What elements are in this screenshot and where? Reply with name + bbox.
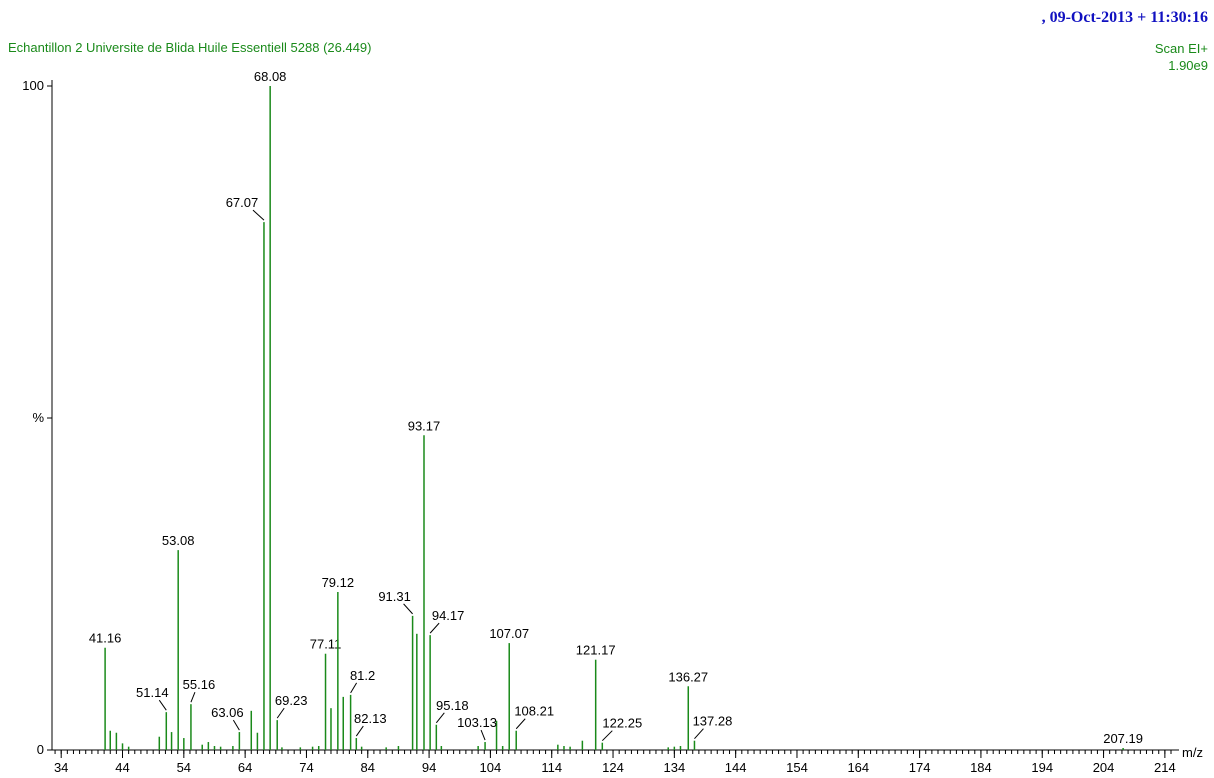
peak-label: 79.12 [322,575,355,590]
leader-line [276,707,285,719]
leader-line [355,725,364,737]
y-tick-label: 100 [22,78,44,93]
x-tick-label: 84 [361,760,375,775]
timestamp: , 09-Oct-2013 + 11:30:16 [1042,9,1208,26]
x-tick-label: 114 [541,760,562,775]
x-tick-label: 34 [54,760,68,775]
leader-line [190,691,196,703]
peak-label: 77.11 [310,637,342,652]
y-tick-label: % [32,410,44,425]
peak-label: 69.23 [275,693,308,708]
peak-label: 55.16 [183,677,216,692]
x-tick-label: 44 [115,760,129,775]
x-tick-label: 174 [909,760,931,775]
y-tick-label: 0 [37,742,44,757]
peak-label: 107.07 [489,626,529,641]
peak-label: 68.08 [254,69,287,84]
x-tick-label: 54 [177,760,191,775]
peak-label: 67.07 [226,195,259,210]
x-tick-label: 154 [786,760,808,775]
leader-line [158,699,167,711]
leader-line [252,209,265,221]
leader-line [601,730,613,742]
peak-label: 81.2 [350,668,375,683]
leader-line [435,712,445,724]
leader-line [403,603,413,615]
peak-label: 93.17 [408,418,441,433]
leader-line [350,682,358,694]
x-axis-label: m/z [1182,745,1203,760]
peak-label: 108.21 [514,704,554,719]
x-tick-label: 214 [1154,760,1176,775]
intensity: 1.90e9 [1168,58,1208,73]
peak-label: 51.14 [136,685,169,700]
x-tick-label: 204 [1093,760,1115,775]
x-tick-label: 194 [1031,760,1053,775]
peak-label: 121.17 [576,643,616,658]
x-tick-label: 164 [847,760,869,775]
peak-label: 103.13 [457,715,497,730]
scan-mode: Scan EI+ [1155,41,1208,56]
x-tick-label: 184 [970,760,992,775]
peak-label: 91.31 [378,589,411,604]
x-tick-label: 144 [725,760,747,775]
leader-line [515,718,526,730]
peak-label: 95.18 [436,698,469,713]
leader-line [694,728,704,740]
peak-label: 82.13 [354,711,387,726]
x-tick-label: 124 [602,760,624,775]
leader-line [480,729,486,741]
peak-label: 94.17 [432,608,465,623]
x-tick-label: 94 [422,760,436,775]
x-tick-label: 64 [238,760,252,775]
leader-line [232,719,240,731]
peak-label: 136.27 [668,669,708,684]
leader-line [429,622,440,634]
x-tick-label: 104 [480,760,502,775]
peak-label: 137.28 [693,714,733,729]
x-tick-label: 134 [663,760,685,775]
peak-label: 122.25 [602,716,642,731]
peak-label: 53.08 [162,533,195,548]
peak-label: 207.19 [1103,731,1143,746]
peak-label: 41.16 [89,631,122,646]
chart-title: Echantillon 2 Universite de Blida Huile … [8,40,372,55]
peak-label: 63.06 [211,705,244,720]
x-tick-label: 74 [299,760,313,775]
